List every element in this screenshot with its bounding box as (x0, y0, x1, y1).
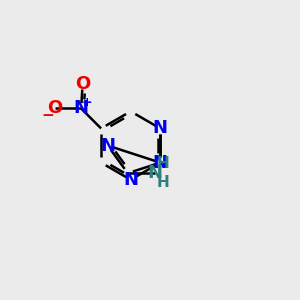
Text: H: H (157, 156, 170, 171)
Text: N: N (153, 119, 168, 137)
Text: O: O (75, 75, 90, 93)
Text: N: N (148, 164, 163, 182)
Text: −: − (41, 107, 54, 122)
Text: O: O (47, 100, 63, 118)
Text: N: N (74, 100, 88, 118)
Text: H: H (157, 175, 170, 190)
Text: N: N (123, 171, 138, 189)
Text: +: + (82, 96, 92, 109)
Text: N: N (100, 136, 115, 154)
Text: N: N (153, 154, 168, 172)
